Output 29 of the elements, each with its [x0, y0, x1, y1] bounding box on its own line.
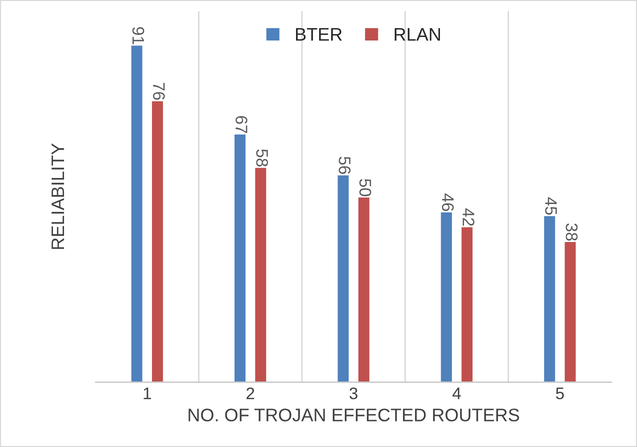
- bar: [150, 100, 164, 382]
- bar: [440, 210, 454, 382]
- bar: [356, 196, 371, 382]
- x-tick-label: 3: [350, 387, 358, 400]
- data-label: 46: [442, 194, 454, 211]
- data-label: 45: [545, 197, 557, 215]
- data-label: 91: [132, 27, 144, 44]
- bar: [336, 174, 350, 382]
- data-label: 56: [338, 156, 351, 174]
- bar: [542, 214, 556, 382]
- data-label: 67: [236, 116, 248, 134]
- data-label: 42: [462, 208, 474, 226]
- y-axis-title: RELIABILITY: [52, 143, 64, 249]
- data-label: 50: [359, 178, 372, 196]
- bar: [130, 44, 144, 382]
- bar: [460, 226, 474, 382]
- legend-label: RLAN: [394, 28, 440, 41]
- x-tick-label: 1: [144, 388, 151, 400]
- x-axis-title: NO. OF TROJAN EFFECTED ROUTERS: [188, 408, 520, 422]
- data-label: 76: [152, 82, 165, 100]
- x-tick-label: 5: [556, 388, 564, 400]
- data-label: 58: [256, 149, 268, 166]
- bar: [563, 240, 578, 382]
- bar: [254, 166, 268, 382]
- legend-label: BTER: [296, 28, 342, 41]
- bar: [233, 133, 247, 382]
- x-tick-label: 4: [452, 388, 461, 400]
- data-label: 38: [566, 223, 578, 241]
- x-tick-label: 2: [246, 387, 254, 400]
